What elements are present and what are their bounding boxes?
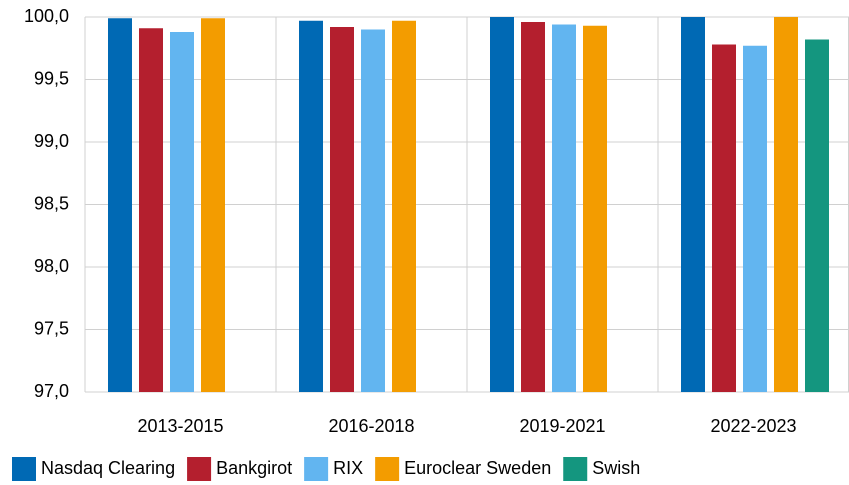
legend-label: Bankgirot <box>216 458 292 478</box>
y-tick-label: 97,0 <box>34 381 69 401</box>
bar <box>681 17 705 392</box>
legend-label: RIX <box>333 458 363 478</box>
y-tick-label: 99,5 <box>34 68 69 88</box>
x-tick-label: 2016-2018 <box>328 416 414 436</box>
bar <box>201 18 225 392</box>
bar <box>805 39 829 392</box>
y-tick-label: 100,0 <box>24 6 69 26</box>
legend-label: Nasdaq Clearing <box>41 458 175 478</box>
x-tick-label: 2013-2015 <box>137 416 223 436</box>
bar <box>330 27 354 392</box>
bar <box>392 20 416 392</box>
bar <box>583 25 607 392</box>
bar <box>521 22 545 392</box>
y-tick-label: 99,0 <box>34 131 69 151</box>
y-tick-label: 98,5 <box>34 193 69 213</box>
bar <box>490 17 514 392</box>
y-tick-label: 97,5 <box>34 318 69 338</box>
legend-label: Swish <box>592 458 640 478</box>
legend-swatch <box>187 457 212 481</box>
legend-swatch <box>304 457 329 481</box>
bar <box>108 18 132 392</box>
legend-swatch <box>375 457 400 481</box>
bar <box>712 44 736 392</box>
bar <box>170 32 194 392</box>
legend-label: Euroclear Sweden <box>404 458 551 478</box>
bar <box>774 17 798 392</box>
x-tick-label: 2019-2021 <box>519 416 605 436</box>
bar <box>361 29 385 392</box>
bar <box>552 24 576 392</box>
legend-swatch <box>563 457 588 481</box>
bar <box>743 45 767 392</box>
bar <box>139 28 163 392</box>
bar <box>299 20 323 392</box>
x-tick-label: 2022-2023 <box>710 416 796 436</box>
legend-swatch <box>12 457 36 481</box>
y-tick-label: 98,0 <box>34 256 69 276</box>
